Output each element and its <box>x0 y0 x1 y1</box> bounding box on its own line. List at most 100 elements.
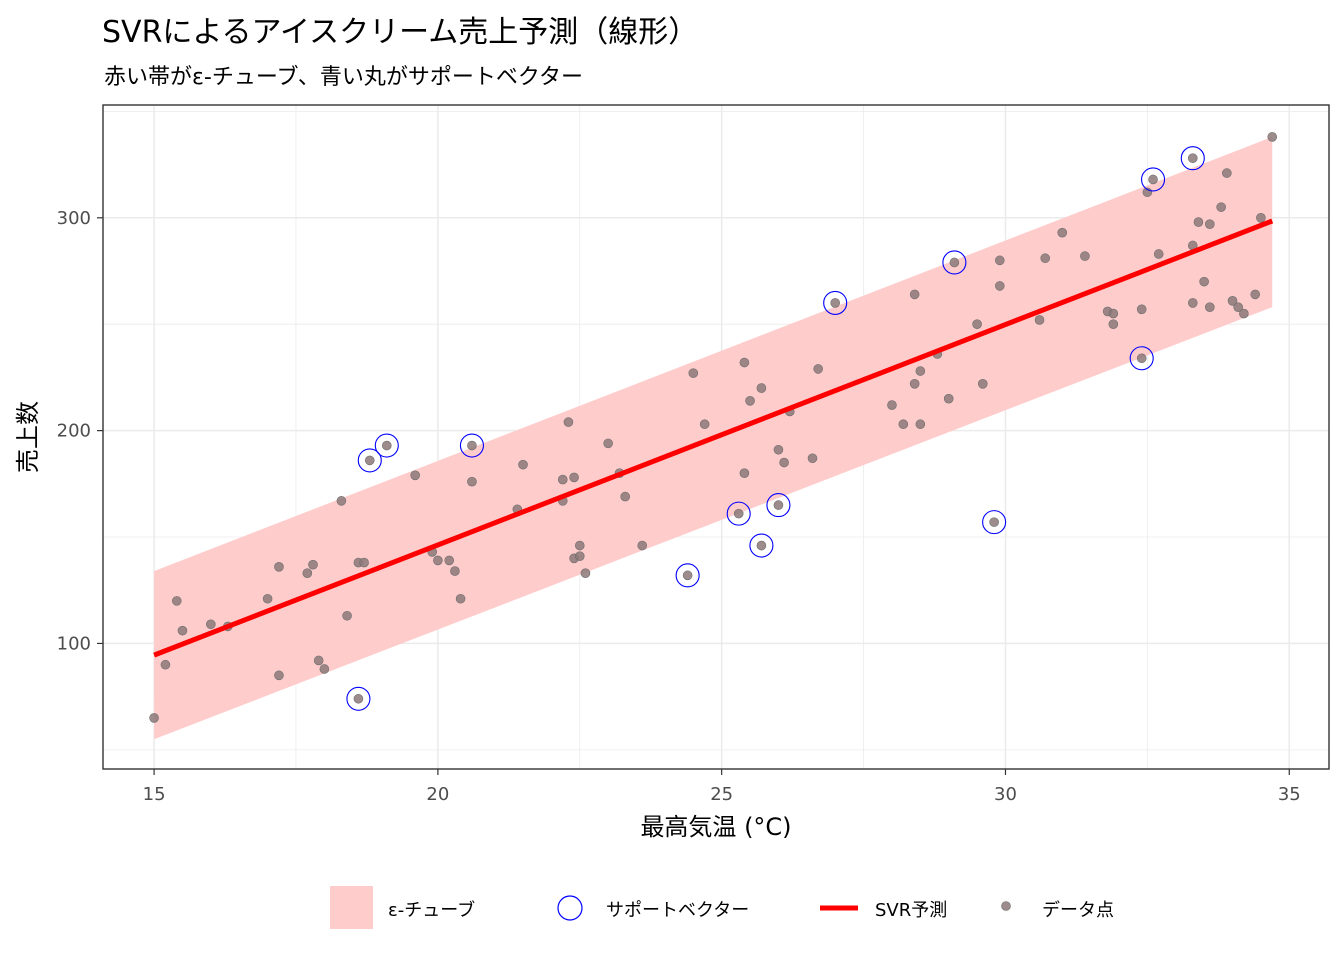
data-point <box>1148 174 1158 185</box>
data-point <box>274 670 284 681</box>
data-point <box>887 400 897 410</box>
data-point <box>603 438 613 449</box>
data-point <box>756 540 767 551</box>
data-point <box>943 393 954 404</box>
y-tick-label: 200 <box>57 421 91 442</box>
data-point <box>1040 253 1051 264</box>
data-point <box>319 664 330 674</box>
support-vector-circle <box>675 563 700 588</box>
data-point <box>1256 212 1266 223</box>
data-point <box>569 472 579 483</box>
data-point <box>773 500 784 510</box>
chart-title: SVRによるアイスクリーム売上予測（線形） <box>102 15 698 50</box>
data-point <box>1239 308 1249 319</box>
data-point <box>830 298 840 308</box>
data-point <box>989 517 999 527</box>
data-point <box>1108 319 1119 330</box>
plot-panel <box>102 104 1330 770</box>
data-point <box>313 655 324 666</box>
data-point <box>807 453 818 464</box>
data-point <box>518 459 528 470</box>
data-point <box>915 366 926 376</box>
data-point <box>149 713 159 723</box>
data-point <box>1216 202 1226 212</box>
data-point <box>364 455 375 466</box>
data-point <box>336 496 347 506</box>
support-vector-circle <box>357 448 382 473</box>
support-vector-circle <box>766 493 791 518</box>
support-vector-circle <box>459 433 484 458</box>
data-point <box>688 368 699 378</box>
support-vector-circle <box>1140 167 1166 192</box>
legend-label-tube: ε-チューブ <box>388 899 475 921</box>
x-tick-label: 15 <box>143 784 166 805</box>
data-point <box>274 562 284 572</box>
data-point <box>1233 302 1243 312</box>
data-point <box>353 693 364 704</box>
data-point <box>994 255 1005 266</box>
y-axis-title: 売上数 <box>14 401 42 473</box>
data-point <box>262 593 273 604</box>
data-point <box>994 281 1005 291</box>
data-point <box>773 444 784 455</box>
data-point <box>433 555 443 566</box>
y-axis: 100 200 300 <box>57 208 103 654</box>
y-tick-label: 100 <box>57 633 91 654</box>
data-point <box>467 476 477 487</box>
support-vector-circles <box>346 146 1205 711</box>
data-point <box>302 568 313 579</box>
data-point <box>699 419 710 430</box>
data-point <box>1136 353 1147 364</box>
data-point <box>813 364 823 374</box>
data-point <box>563 417 574 427</box>
data-point <box>450 566 460 576</box>
data-point <box>909 289 920 300</box>
data-point <box>1108 308 1119 319</box>
data-point <box>1187 153 1198 164</box>
support-vector-circle <box>823 290 848 315</box>
support-vector-circle <box>1180 146 1205 171</box>
data-point <box>1153 249 1164 259</box>
legend-key-tube <box>330 886 373 929</box>
data-point <box>1205 219 1215 229</box>
data-point <box>160 659 171 670</box>
support-vector-circle <box>374 433 399 458</box>
data-point <box>1205 302 1215 312</box>
data-point <box>1227 295 1238 306</box>
data-point <box>1222 168 1232 178</box>
x-axis-title: 最高気温 (°C) <box>640 813 791 841</box>
data-point <box>444 555 455 566</box>
support-vector-circle <box>982 510 1007 535</box>
data-point <box>1187 298 1198 308</box>
data-point <box>909 378 920 389</box>
data-point <box>1034 315 1045 325</box>
legend-key-data-point <box>1001 901 1011 911</box>
data-point <box>977 378 988 389</box>
data-point <box>410 470 420 481</box>
x-axis: 15 20 25 30 35 <box>143 769 1301 805</box>
x-tick-label: 20 <box>426 784 449 805</box>
support-vector-circle <box>346 686 371 711</box>
svr-prediction-line <box>153 218 1274 658</box>
support-vector-circle <box>749 533 774 558</box>
x-tick-label: 35 <box>1278 784 1301 805</box>
data-point <box>580 568 591 579</box>
data-point <box>206 619 216 630</box>
legend-label-data-point: データ点 <box>1042 900 1114 921</box>
y-tick-label: 300 <box>57 208 91 229</box>
data-point <box>1136 304 1147 315</box>
data-point <box>1250 289 1261 300</box>
data-point <box>620 491 630 502</box>
panel-border <box>102 104 1330 770</box>
data-point <box>574 551 585 561</box>
x-tick-label: 30 <box>994 784 1017 805</box>
data-point <box>1057 227 1068 238</box>
data-point <box>467 440 477 451</box>
data-point <box>949 257 960 268</box>
data-point <box>733 508 744 519</box>
data-point <box>898 419 909 430</box>
legend-key-support-vector <box>557 895 583 921</box>
data-point <box>455 593 466 604</box>
data-point <box>739 468 750 478</box>
